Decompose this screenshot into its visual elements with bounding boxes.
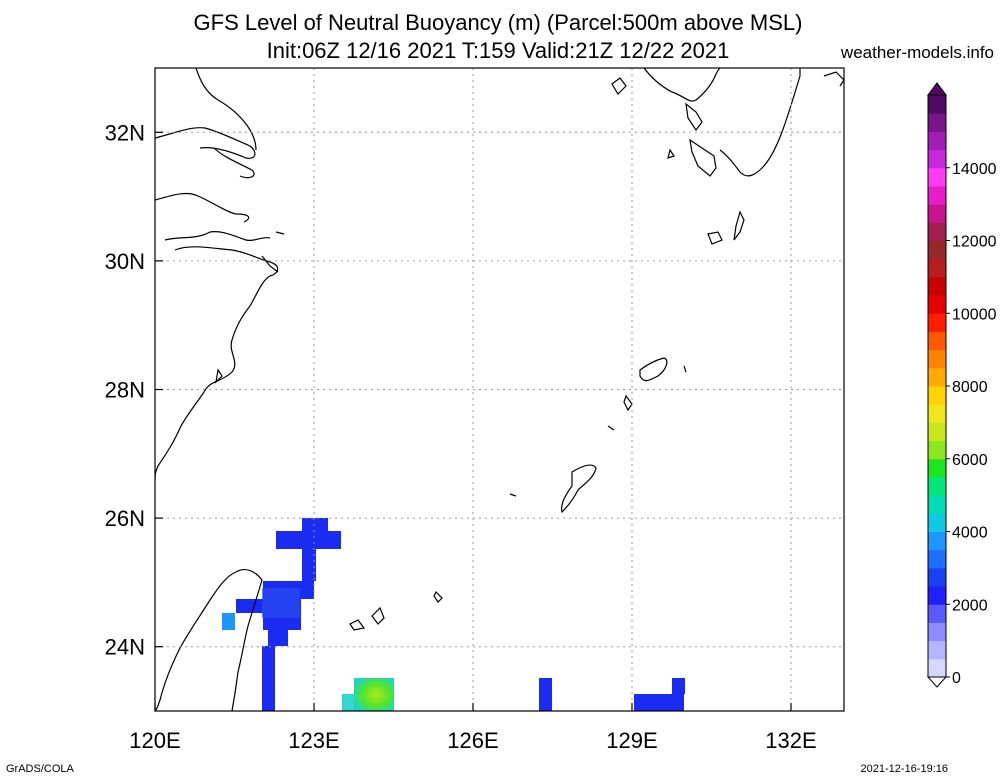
colorbar-segment [928, 622, 946, 642]
longitude-labels: 120E 123E 126E 129E 132E [129, 728, 816, 753]
colorbar-tick-label: 4000 [952, 525, 988, 542]
latitude-labels: 32N 30N 28N 26N 24N [105, 120, 145, 659]
colorbar-segment [928, 204, 946, 223]
colorbar-segment [928, 331, 946, 351]
colorbar-segment [928, 404, 946, 423]
colorbar-segment [928, 222, 946, 241]
colorbar-segment [928, 367, 946, 387]
colorbar-tick-label: 10000 [952, 306, 997, 323]
lon-tick-label: 129E [606, 728, 657, 753]
map-subtitle: Init:06Z 12/16 2021 T:159 Valid:21Z 12/2… [266, 38, 730, 63]
colorbar-segment [928, 640, 946, 660]
colorbar-segment [928, 531, 946, 551]
colorbar-segment [928, 258, 946, 278]
lat-tick-label: 24N [105, 635, 145, 660]
colorbar-segment [928, 313, 946, 332]
map-title: GFS Level of Neutral Buoyancy (m) (Parce… [193, 10, 803, 35]
colorbar-segment [928, 240, 946, 260]
colorbar-segment [928, 604, 946, 623]
lat-tick-label: 26N [105, 506, 145, 531]
colorbar-segment [928, 658, 946, 678]
colorbar-segment [928, 476, 946, 496]
lon-tick-label: 123E [288, 728, 339, 753]
lat-tick-label: 28N [105, 378, 145, 403]
colorbar-segment [928, 586, 946, 605]
colorbar-tick-label: 2000 [952, 597, 988, 614]
lat-tick-label: 30N [105, 249, 145, 274]
colorbar-segment [928, 185, 946, 205]
colorbar [926, 82, 948, 688]
colorbar-segment [928, 131, 946, 151]
colorbar-labels: 14000 12000 10000 8000 6000 4000 2000 0 [946, 161, 997, 687]
colorbar-tick-label: 14000 [952, 161, 997, 178]
colorbar-segment [928, 167, 946, 187]
lon-tick-label: 132E [765, 728, 816, 753]
colorbar-segment [928, 386, 946, 405]
colorbar-segment [928, 422, 946, 442]
colorbar-segment [928, 495, 946, 514]
colorbar-tick-label: 6000 [952, 452, 988, 469]
colorbar-segment [928, 149, 946, 169]
colorbar-segment [928, 567, 946, 587]
colorbar-segment [928, 295, 946, 314]
lon-tick-label: 126E [447, 728, 498, 753]
colorbar-tick-label: 0 [952, 670, 961, 687]
lon-tick-label: 120E [129, 728, 180, 753]
colorbar-segment [928, 276, 946, 296]
colorbar-segment [928, 113, 946, 132]
colorbar-segment [928, 349, 946, 369]
colorbar-segment [928, 513, 946, 532]
colorbar-tick-label: 12000 [952, 234, 997, 251]
colorbar-min-arrow [926, 676, 948, 688]
tick-marks [154, 131, 792, 711]
colorbar-segment [928, 549, 946, 569]
footer-credit: GrADS/COLA [6, 763, 74, 775]
buoyancy-field [222, 518, 685, 711]
colorbar-tick-label: 8000 [952, 379, 988, 396]
site-label: weather-models.info [840, 43, 994, 62]
colorbar-segment [928, 458, 946, 478]
coastlines [155, 68, 844, 711]
colorbar-max-arrow [927, 82, 947, 96]
lat-tick-label: 32N [105, 120, 145, 145]
footer-timestamp: 2021-12-16-19:16 [860, 763, 948, 775]
colorbar-segment [928, 440, 946, 460]
colorbar-segment [928, 95, 946, 114]
